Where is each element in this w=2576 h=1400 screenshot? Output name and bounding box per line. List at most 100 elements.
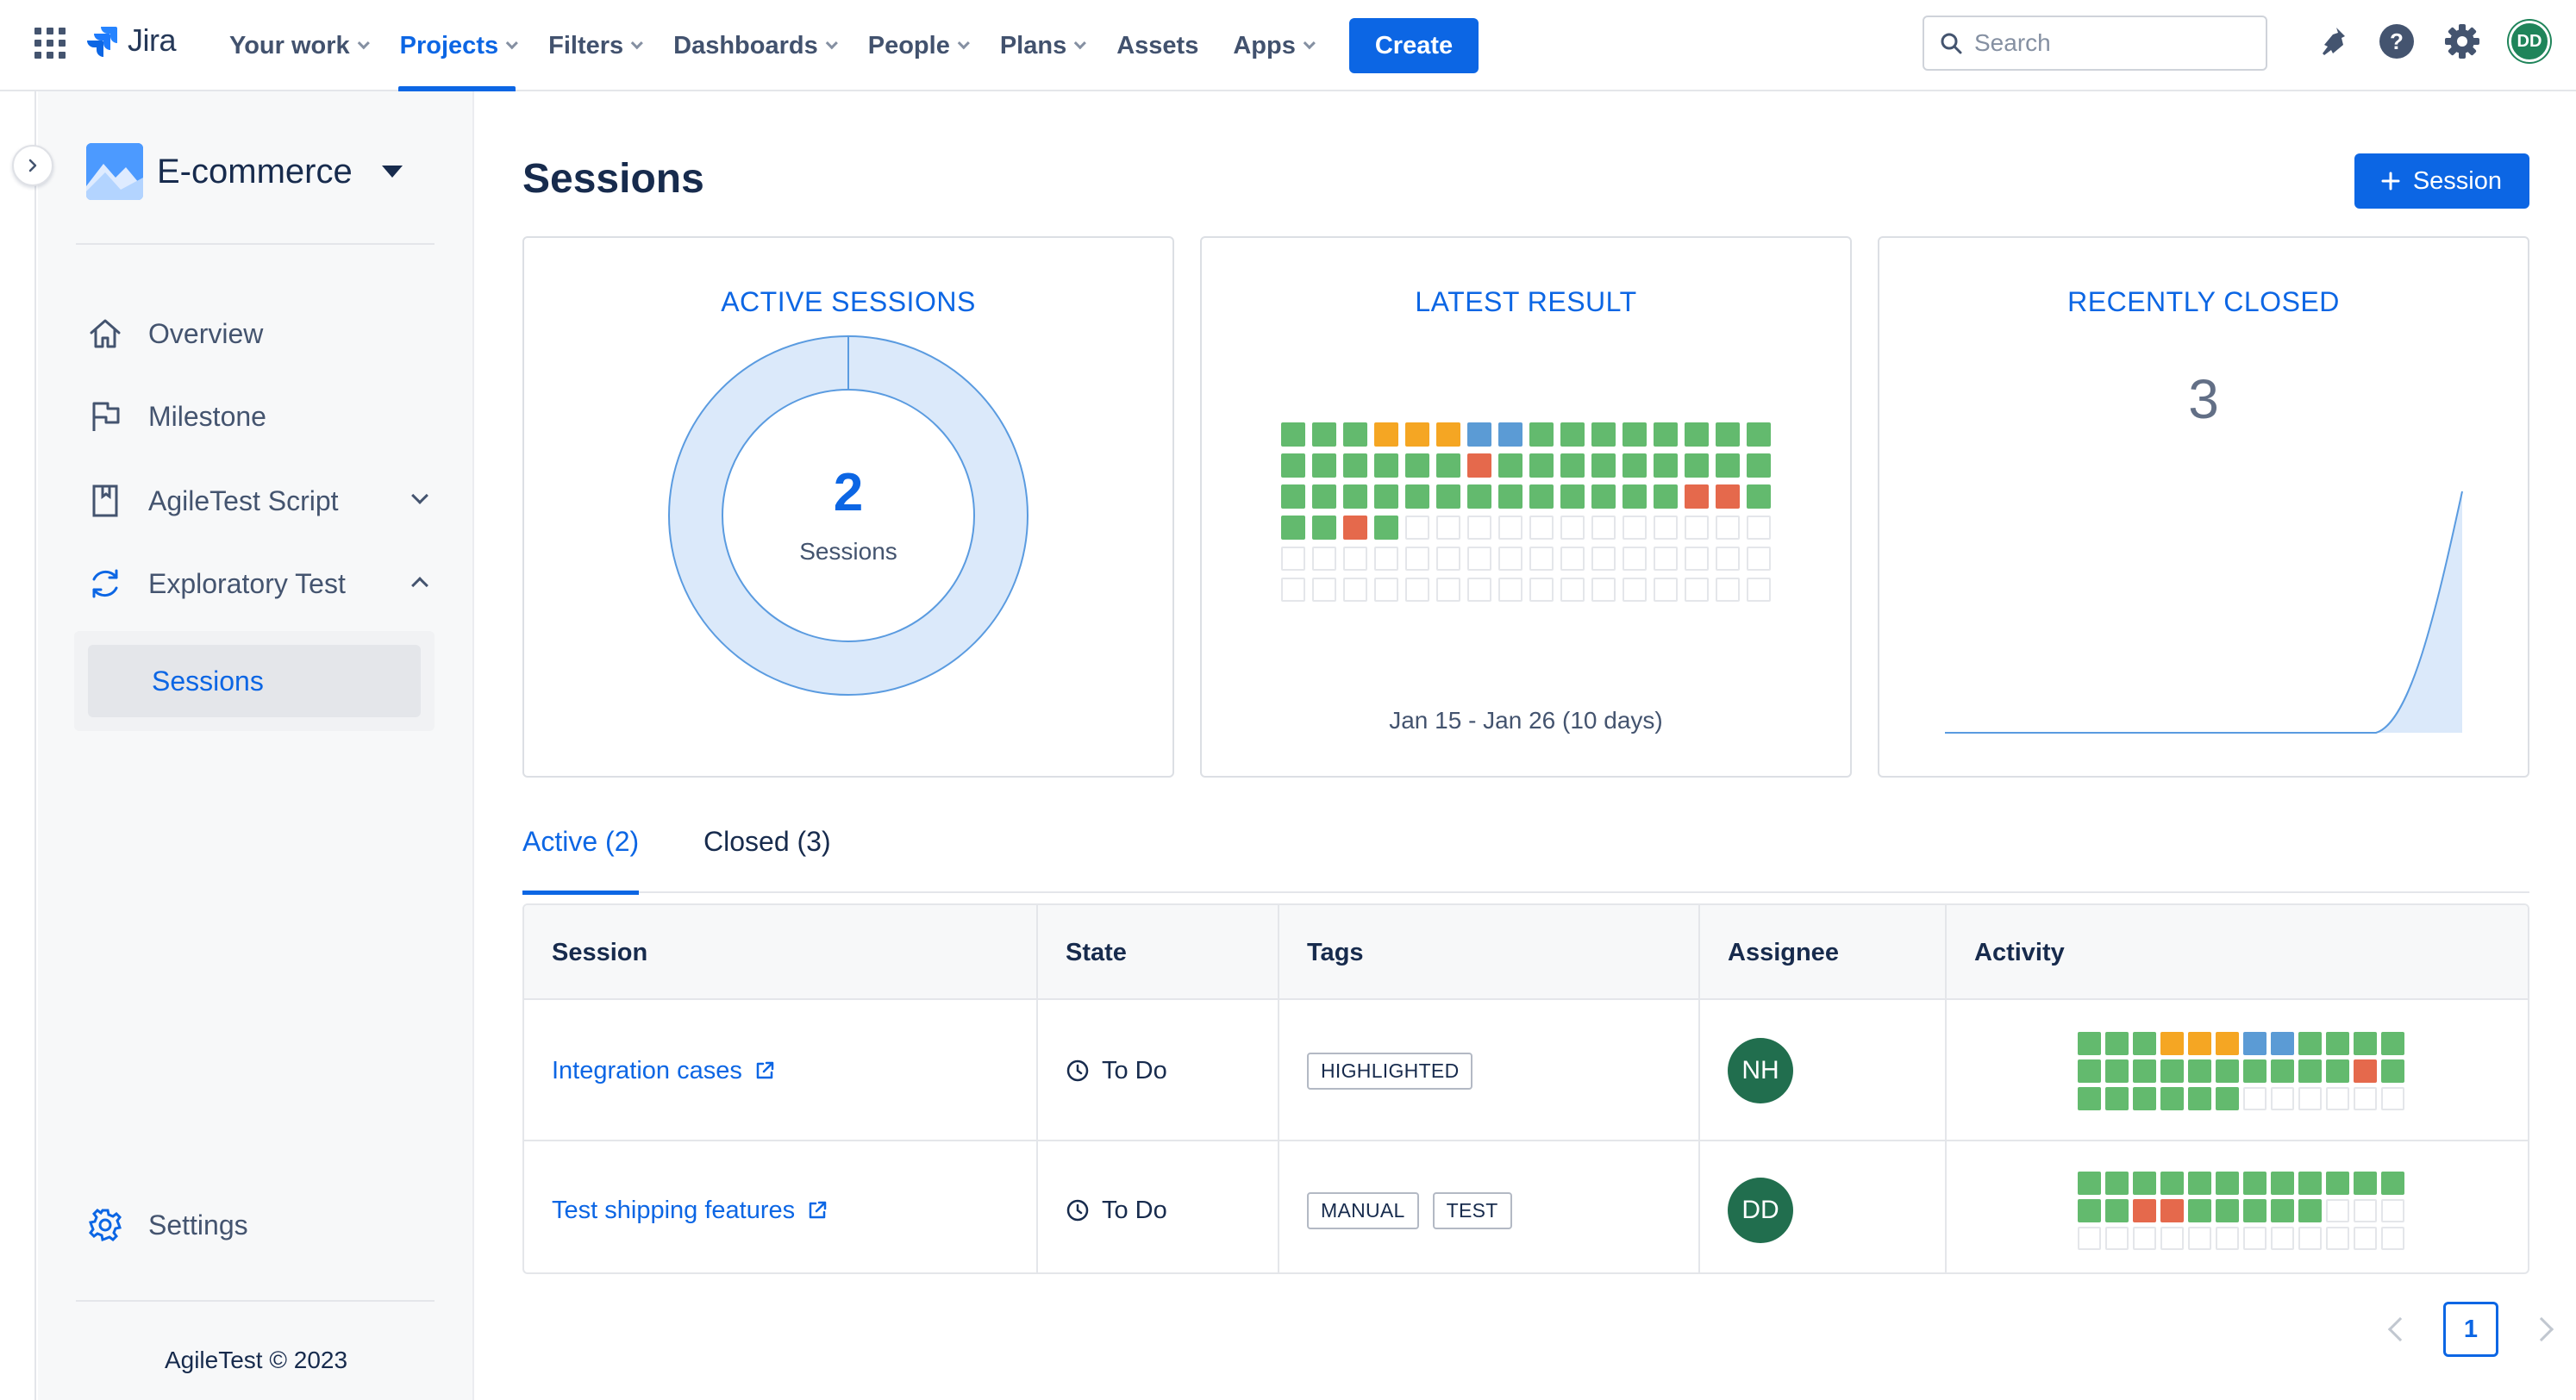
user-avatar[interactable]: DD xyxy=(2509,21,2550,62)
apps-grid-icon[interactable] xyxy=(34,28,66,59)
empty-cell xyxy=(1405,516,1429,540)
result-cell xyxy=(2105,1086,2129,1110)
result-cell xyxy=(2298,1059,2322,1083)
project-switcher[interactable]: E-commerce xyxy=(86,143,403,200)
nav-item-assets[interactable]: Assets xyxy=(1099,0,1216,91)
add-session-button[interactable]: Session xyxy=(2354,153,2529,209)
next-page-icon[interactable] xyxy=(2529,1316,2554,1342)
tags-cell: HIGHLIGHTED xyxy=(1279,1002,1486,1140)
sidebar-item-settings[interactable]: Settings xyxy=(86,1195,443,1255)
home-icon xyxy=(86,315,124,353)
result-cell xyxy=(1281,484,1305,509)
create-button[interactable]: Create xyxy=(1348,18,1479,73)
empty-cell xyxy=(1747,547,1771,571)
top-icons: ? DD xyxy=(2316,21,2550,62)
empty-cell xyxy=(1591,516,1616,540)
clock-icon xyxy=(1066,1059,1089,1082)
result-cell xyxy=(1747,422,1771,447)
sidebar-item-overview[interactable]: Overview xyxy=(86,303,443,364)
tab-closed[interactable]: Closed (3) xyxy=(703,825,831,857)
result-cell xyxy=(1654,484,1678,509)
result-cell xyxy=(2354,1031,2377,1055)
result-cell xyxy=(1685,422,1709,447)
tag-badge[interactable]: HIGHLIGHTED xyxy=(1307,1052,1473,1090)
active-sessions-count: 2 xyxy=(833,463,864,522)
tab-active[interactable]: Active (2) xyxy=(522,798,640,895)
sidebar-item-agiletest-script[interactable]: AgileTest Script xyxy=(86,471,443,531)
result-cell xyxy=(2105,1171,2129,1195)
empty-cell xyxy=(1685,516,1709,540)
empty-cell xyxy=(1467,516,1491,540)
chevron-down-icon xyxy=(957,37,970,50)
empty-cell xyxy=(1529,547,1554,571)
sidebar-item-milestone[interactable]: Milestone xyxy=(86,386,443,447)
column-header-activity[interactable]: Activity xyxy=(1974,938,2065,966)
session-link[interactable]: Test shipping features xyxy=(552,1197,828,1225)
assignee-avatar[interactable]: DD xyxy=(1728,1178,1793,1243)
session-link[interactable]: Integration cases xyxy=(552,1057,775,1085)
chevron-up-icon[interactable] xyxy=(411,577,428,594)
empty-cell xyxy=(1560,547,1585,571)
empty-cell xyxy=(2160,1226,2184,1250)
empty-cell xyxy=(1529,578,1554,602)
result-cell xyxy=(2105,1031,2129,1055)
settings-icon[interactable] xyxy=(2443,22,2481,60)
sidebar-item-sessions[interactable]: Sessions xyxy=(88,645,421,717)
result-cell xyxy=(1374,422,1398,447)
column-header-assignee[interactable]: Assignee xyxy=(1728,938,1839,966)
column-header-tags[interactable]: Tags xyxy=(1307,938,1364,966)
page-number-button[interactable]: 1 xyxy=(2443,1302,2498,1357)
previous-page-icon[interactable] xyxy=(2387,1316,2413,1342)
nav-item-projects[interactable]: Projects xyxy=(383,0,531,91)
latest-result-grid xyxy=(1281,422,1771,602)
result-cell xyxy=(1467,422,1491,447)
result-cell xyxy=(1529,422,1554,447)
page-title: Sessions xyxy=(522,156,704,202)
column-header-state[interactable]: State xyxy=(1066,938,1127,966)
nav-item-people[interactable]: People xyxy=(851,0,983,91)
search-box[interactable] xyxy=(1923,16,2267,71)
empty-cell xyxy=(1281,578,1305,602)
sidebar-divider xyxy=(76,243,435,245)
result-cell xyxy=(2381,1059,2404,1083)
empty-cell xyxy=(1560,516,1585,540)
result-cell xyxy=(2160,1086,2184,1110)
empty-cell xyxy=(2381,1086,2404,1110)
nav-item-label: Projects xyxy=(399,31,499,59)
nav-item-filters[interactable]: Filters xyxy=(531,0,656,91)
collapse-sidebar-button[interactable] xyxy=(12,145,53,186)
tag-badge[interactable]: MANUAL xyxy=(1307,1191,1419,1229)
sidebar-item-exploratory-test[interactable]: Exploratory Test xyxy=(86,553,443,614)
notifications-icon[interactable] xyxy=(2316,24,2350,59)
help-icon[interactable]: ? xyxy=(2378,22,2416,60)
project-icon xyxy=(86,143,143,200)
chevron-down-icon[interactable] xyxy=(411,487,428,504)
result-cell xyxy=(1405,422,1429,447)
chevron-right-icon xyxy=(28,159,37,172)
result-cell xyxy=(1529,453,1554,478)
nav-item-your-work[interactable]: Your work xyxy=(212,0,383,91)
empty-cell xyxy=(1498,547,1522,571)
jira-logo-icon xyxy=(87,27,117,57)
result-cell xyxy=(1281,453,1305,478)
result-cell xyxy=(2133,1086,2156,1110)
search-input[interactable] xyxy=(1974,29,2250,57)
nav-item-plans[interactable]: Plans xyxy=(983,0,1099,91)
empty-cell xyxy=(1436,578,1460,602)
nav-item-apps[interactable]: Apps xyxy=(1216,0,1329,91)
empty-cell xyxy=(1467,578,1491,602)
result-cell xyxy=(2216,1198,2239,1222)
nav-item-dashboards[interactable]: Dashboards xyxy=(656,0,851,91)
session-cell: Integration cases xyxy=(524,1002,775,1140)
result-cell xyxy=(2354,1059,2377,1083)
empty-cell xyxy=(1374,547,1398,571)
result-cell xyxy=(2188,1171,2211,1195)
chevron-down-icon xyxy=(1303,37,1316,50)
result-cell xyxy=(2298,1198,2322,1222)
result-cell xyxy=(1747,484,1771,509)
tag-badge[interactable]: TEST xyxy=(1432,1191,1512,1229)
column-header-session[interactable]: Session xyxy=(552,938,648,966)
jira-logo[interactable]: Jira xyxy=(84,22,177,59)
assignee-avatar[interactable]: NH xyxy=(1728,1038,1793,1103)
column-divider xyxy=(1698,905,1700,1272)
